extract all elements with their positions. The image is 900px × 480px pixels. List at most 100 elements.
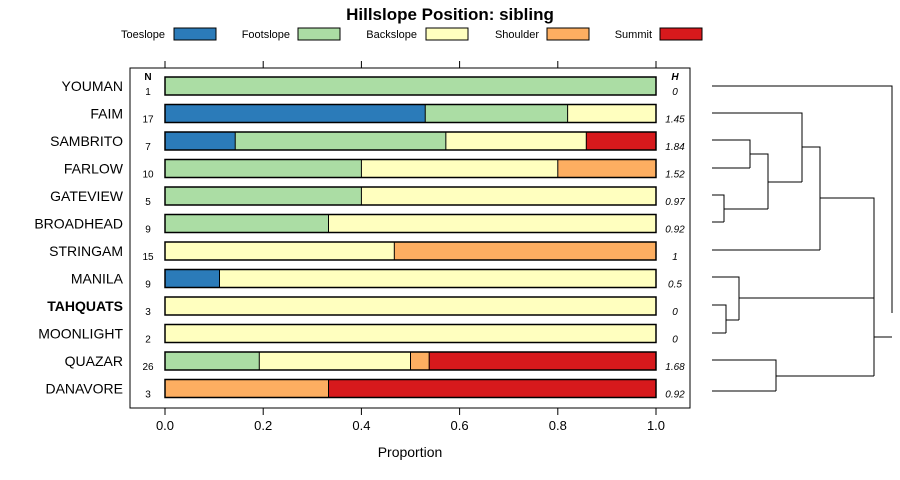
row-broadhead: BROADHEAD 9 0.92 [34,213,685,236]
x-axis-title: Proportion [378,444,443,460]
h-value-gateview: 0.97 [665,197,685,208]
row-gateview: GATEVIEW 5 0.97 [50,186,685,208]
row-youman: YOUMAN 1 0 [62,76,678,98]
bar-segment-youman-footslope [165,77,656,95]
row-sambrito: SAMBRITO 7 1.84 [50,131,685,153]
n-value-tahquats: 3 [145,307,151,318]
x-tick-label-2: 0.4 [352,418,370,433]
n-value-youman: 1 [145,87,151,98]
row-label-danavore: DANAVORE [45,381,123,397]
bar-segment-manila-toeslope [165,269,220,288]
bar-segment-sambrito-backslope [445,132,587,150]
row-label-moonlight: MOONLIGHT [38,326,123,342]
row-farlow: FARLOW 10 1.52 [64,158,685,181]
row-manila: MANILA 9 0.5 [71,268,682,291]
dendrogram-branch [712,112,803,182]
n-value-broadhead: 9 [145,225,151,236]
bar-segment-farlow-footslope [165,159,362,178]
legend-swatch-summit [659,27,703,41]
bar-segment-sambrito-footslope [235,132,446,150]
chart-title: Hillslope Position: sibling [346,5,554,24]
row-label-quazar: QUAZAR [65,353,123,369]
row-label-stringam: STRINGAM [49,243,123,259]
n-value-faim: 17 [142,115,154,126]
x-tick-label-1: 0.2 [254,418,272,433]
bar-segment-danavore-shoulder [165,379,329,398]
n-value-quazar: 26 [142,362,154,373]
h-column-header: H [671,72,679,83]
h-value-broadhead: 0.92 [665,225,685,236]
bar-segment-broadhead-footslope [165,214,329,233]
h-value-faim: 1.45 [665,115,685,126]
row-label-sambrito: SAMBRITO [50,133,123,149]
bar-outline-farlow [164,158,657,179]
bar-outline-sambrito [164,131,657,151]
row-label-manila: MANILA [71,271,124,287]
bar-outline-youman [164,76,657,96]
bar-segment-manila-backslope [219,269,656,288]
bar-outline-faim [164,103,657,124]
n-value-manila: 9 [145,280,151,291]
x-tick-label-4: 0.8 [549,418,567,433]
h-value-moonlight: 0 [672,335,678,346]
h-value-stringam: 1 [672,252,678,263]
row-label-faim: FAIM [90,106,123,122]
h-value-tahquats: 0 [672,307,678,318]
h-value-manila: 0.5 [668,280,682,291]
row-stringam: STRINGAM 15 1 [49,241,678,263]
row-label-tahquats: TAHQUATS [47,298,123,314]
bar-segment-moonlight-backslope [165,324,656,343]
legend-swatch-footslope [297,27,341,41]
bar-outline-moonlight [164,323,657,344]
row-danavore: DANAVORE 3 0.92 [45,378,685,401]
legend-label-backslope: Backslope [366,29,417,41]
bar-segment-quazar-shoulder [410,352,430,370]
bar-segment-broadhead-backslope [328,214,656,233]
bar-outline-danavore [164,378,657,399]
n-value-danavore: 3 [145,390,151,401]
bar-segment-gateview-backslope [361,187,656,205]
dendrogram [712,85,893,392]
h-value-sambrito: 1.84 [665,142,685,153]
bar-segment-faim-backslope [567,104,656,123]
row-faim: FAIM 17 1.45 [90,103,685,126]
bar-outline-quazar [164,351,657,371]
h-value-quazar: 1.68 [665,362,685,373]
legend-label-shoulder: Shoulder [495,29,539,41]
bar-segment-faim-footslope [425,104,568,123]
bar-outline-broadhead [164,213,657,234]
bar-segment-quazar-footslope [165,352,260,370]
n-value-moonlight: 2 [145,335,151,346]
row-label-broadhead: BROADHEAD [34,216,123,232]
bar-segment-gateview-footslope [165,187,362,205]
bar-segment-danavore-summit [328,379,656,398]
x-tick-label-5: 1.0 [647,418,665,433]
row-quazar: QUAZAR 26 1.68 [65,351,685,373]
bar-outline-tahquats [164,296,657,316]
bar-segment-farlow-backslope [361,159,558,178]
n-column-header: N [144,72,151,83]
dendrogram-branch [820,197,875,376]
row-moonlight: MOONLIGHT 2 0 [38,323,678,346]
dendrogram-branch [712,139,751,168]
row-label-youman: YOUMAN [62,78,123,94]
bar-segment-tahquats-backslope [165,297,656,315]
dendrogram-branch [750,153,769,209]
n-value-farlow: 10 [142,170,154,181]
bar-outline-manila [164,268,657,289]
legend-swatch-shoulder [546,27,590,41]
legend-label-toeslope: Toeslope [121,29,165,41]
legend-label-footslope: Footslope [242,29,290,41]
h-value-danavore: 0.92 [665,390,685,401]
bar-segment-stringam-backslope [165,242,395,260]
bar-segment-faim-toeslope [165,104,426,123]
x-tick-label-0: 0.0 [156,418,174,433]
bar-outline-gateview [164,186,657,206]
h-value-farlow: 1.52 [665,170,685,181]
dendrogram-branch [712,276,740,320]
dendrogram-branch [712,194,725,222]
row-label-farlow: FARLOW [64,161,124,177]
bar-segment-quazar-summit [429,352,656,370]
bar-segment-stringam-shoulder [394,242,656,260]
